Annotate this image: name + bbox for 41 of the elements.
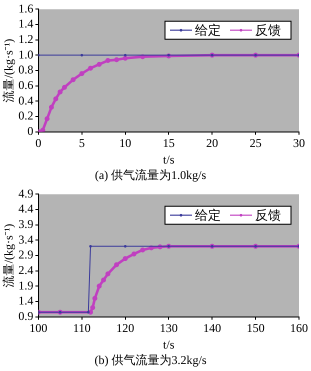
y-tick-label: 1.4 — [18, 16, 34, 31]
y-tick-label: 2.9 — [18, 248, 34, 262]
x-tick-label: 120 — [116, 321, 134, 336]
x-tick-label: 130 — [160, 321, 178, 336]
y-tick-label: 2.4 — [18, 262, 34, 277]
x-tick-label: 30 — [293, 136, 305, 150]
y-tick-label: 1.4 — [18, 294, 34, 308]
x-tick-label: 160 — [290, 321, 308, 336]
x-axis-title: t/s — [163, 338, 175, 352]
y-axis-title: 流量/(kg·s⁻¹) — [1, 224, 16, 288]
y-tick-label: 1.0 — [18, 47, 34, 62]
y-tick-label: 1.2 — [18, 32, 34, 46]
y-tick-label: 4.9 — [18, 186, 34, 200]
legend-label: 反馈 — [255, 22, 281, 38]
x-tick-label: 20 — [206, 136, 218, 150]
y-tick-label: 1.6 — [18, 1, 34, 16]
y-tick-label: 0.4 — [18, 93, 34, 108]
y-tick-label: 1.9 — [18, 278, 34, 292]
x-tick-label: 15 — [162, 136, 175, 150]
y-tick-label: 3.9 — [18, 217, 34, 232]
y-tick-label: 0.6 — [18, 78, 34, 92]
x-tick-label: 140 — [203, 321, 222, 336]
y-tick-label: 4.4 — [18, 202, 34, 216]
text: (b) 供气流量为3.2kg/s — [94, 352, 207, 367]
legend-label: 反馈 — [255, 208, 281, 223]
x-tick-label: 150 — [246, 321, 265, 336]
legend-label: 给定 — [195, 22, 221, 38]
x-axis-title: t/s — [163, 152, 175, 167]
y-tick-label: 0 — [27, 124, 34, 138]
y-tick-label: 0.9 — [18, 308, 34, 323]
y-tick-label: 0.8 — [18, 62, 34, 77]
x-tick-label: 110 — [73, 321, 91, 336]
x-tick-label: 100 — [29, 321, 48, 336]
text: (a) 供气流量为1.0kg/s — [94, 168, 206, 182]
x-tick-label: 10 — [119, 136, 132, 150]
x-tick-label: 25 — [250, 136, 262, 150]
legend-label: 给定 — [195, 208, 221, 223]
y-tick-label: 0.2 — [18, 108, 34, 123]
y-axis-title: 流量/(kg·s⁻¹) — [1, 38, 16, 102]
y-tick-label: 3.4 — [18, 232, 34, 246]
x-tick-label: 5 — [78, 136, 85, 150]
